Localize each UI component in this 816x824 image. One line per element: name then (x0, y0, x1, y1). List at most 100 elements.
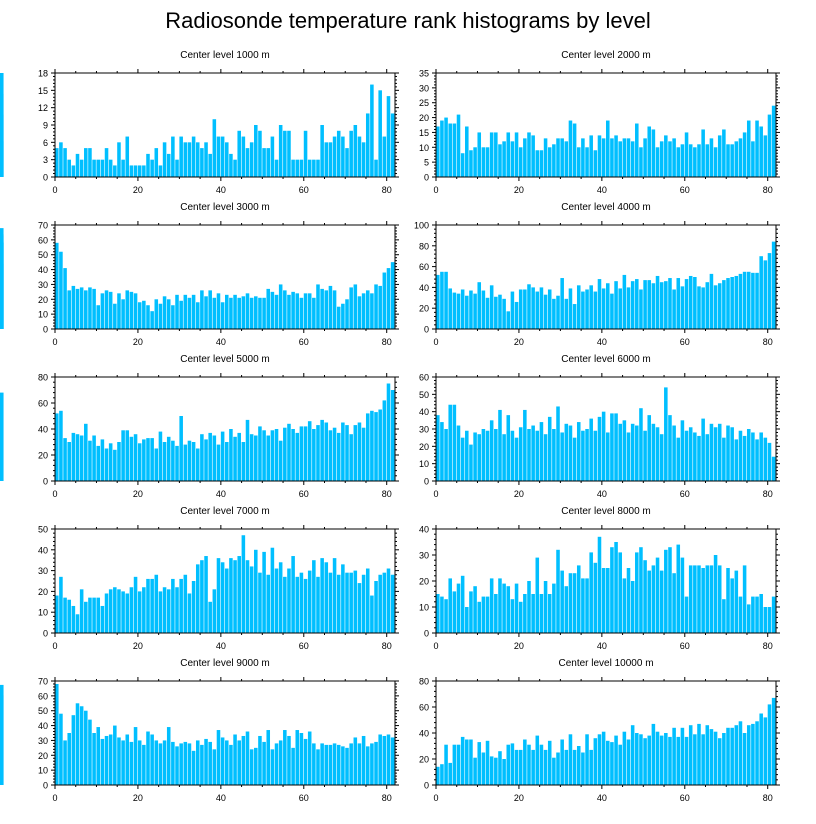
panel-5-bar (489, 420, 494, 481)
panel-4-bar (262, 430, 266, 481)
panel-7-bar (717, 565, 722, 633)
panel-4-bar (113, 449, 117, 481)
panel-5-bar (717, 423, 722, 481)
panel-1-bar (618, 141, 622, 177)
panel-5-bar (742, 435, 747, 481)
panel-6-bar (204, 556, 208, 633)
panel-6-bar (84, 601, 88, 633)
panel-9-bar (610, 742, 614, 785)
panel-2-bar (204, 296, 208, 329)
panel-1-bar (668, 141, 672, 177)
panel-1-bar (498, 144, 502, 177)
panel-1-bar (585, 147, 589, 177)
panel-3-bar (651, 283, 656, 329)
panel-7-bar (510, 599, 515, 633)
panel-1-bar (676, 147, 681, 177)
panel-0-bar (233, 159, 237, 177)
panel-0-bar (245, 148, 250, 177)
panel-1-bar (539, 150, 544, 177)
panel-4-bar (357, 422, 362, 481)
panel-6-bar (241, 535, 246, 633)
panel-8-bar (254, 747, 258, 785)
panel-5-bar (738, 430, 743, 481)
panel-0-bar (75, 153, 80, 177)
panel-2-bar (229, 297, 233, 329)
panel-9-bar (730, 727, 734, 785)
panel-9-bar (751, 723, 755, 785)
panel-6-bar (125, 593, 130, 633)
panel-6-bar (133, 576, 138, 633)
panel-2-bar (158, 303, 163, 329)
panel-5-bar (610, 413, 614, 481)
panel-7-ytick-label: 20 (419, 577, 429, 587)
panel-3-bar (722, 280, 726, 329)
panel-8-bar (92, 733, 96, 785)
panel-3-bar (481, 290, 486, 329)
panel-3-bar (759, 256, 763, 329)
panel-1-xtick-label: 20 (514, 185, 524, 195)
panel-3-bar (643, 280, 647, 329)
panel-2-bar (249, 297, 254, 329)
panel-9-bar (601, 731, 606, 785)
panel-0-bar (291, 159, 295, 177)
panel-6-xtick-label: 60 (299, 641, 309, 651)
panel-3-bar (460, 289, 465, 329)
panel-9-bar (518, 749, 523, 785)
panel-4-bar (328, 430, 333, 481)
panel-4-bar (361, 427, 366, 481)
panel-5-bar (730, 427, 734, 481)
panel-5-bar (473, 432, 477, 481)
panel-5-bar (527, 429, 531, 481)
panel-5-bar (572, 437, 577, 481)
panel-3-bar (647, 280, 652, 329)
panel-5-bar (647, 415, 652, 481)
panel-4-bar (299, 426, 304, 481)
panel-0-bar (92, 159, 96, 177)
panel-6-bar (175, 587, 179, 633)
panel-9-bar (722, 733, 726, 785)
panel-0-bar (96, 159, 101, 177)
panel-6-bar (158, 591, 163, 633)
panel-5-xtick-label: 20 (514, 489, 524, 499)
panel-3-bar (626, 287, 631, 329)
panel-7-bar (465, 607, 469, 633)
panel-3-bar (709, 273, 714, 329)
panel-4-bar (295, 432, 300, 481)
panel-0-bar (303, 130, 308, 177)
panel-8-bar (84, 710, 88, 785)
panel-5-bar (759, 432, 763, 481)
panel-8-bar (225, 740, 229, 785)
panel-5-bar (684, 430, 689, 481)
panel-6-bar (274, 568, 279, 633)
panel-1-bar (630, 141, 635, 177)
panel-3-bar (622, 274, 627, 329)
panel-6-bar (63, 597, 67, 633)
panel-6-bar (378, 574, 382, 633)
panel-8-ytick-label: 10 (38, 766, 48, 776)
panel-2-bar (295, 293, 300, 329)
panel-0-bar (166, 153, 171, 177)
panel-2-bar (171, 305, 175, 329)
panel-4-bar (312, 429, 316, 481)
panel-8-bar (378, 734, 382, 785)
panel-4-bar (249, 434, 254, 481)
panel-6-bar (187, 593, 192, 633)
panel-2-bar (63, 268, 67, 329)
panel-5-bar (568, 425, 573, 481)
panel-7-bar (614, 542, 618, 633)
panel-7-bar (568, 573, 573, 633)
panel-3-bar (589, 285, 593, 329)
panel-8-bar (154, 740, 159, 785)
panel-2-bar (108, 291, 113, 329)
panel-3-bar (701, 287, 705, 329)
panel-7-bar (622, 578, 627, 633)
panel-6-bar (200, 560, 204, 633)
panel-0-bar (67, 159, 71, 177)
panel-1-bar (664, 135, 668, 177)
panel-0-bar (121, 159, 125, 177)
panel-0-bar (249, 142, 254, 177)
panel-1-ytick-label: 20 (419, 113, 429, 123)
panel-0-bar (104, 148, 109, 177)
panel-3-bar (581, 291, 585, 329)
panel-8-bar (349, 743, 353, 785)
